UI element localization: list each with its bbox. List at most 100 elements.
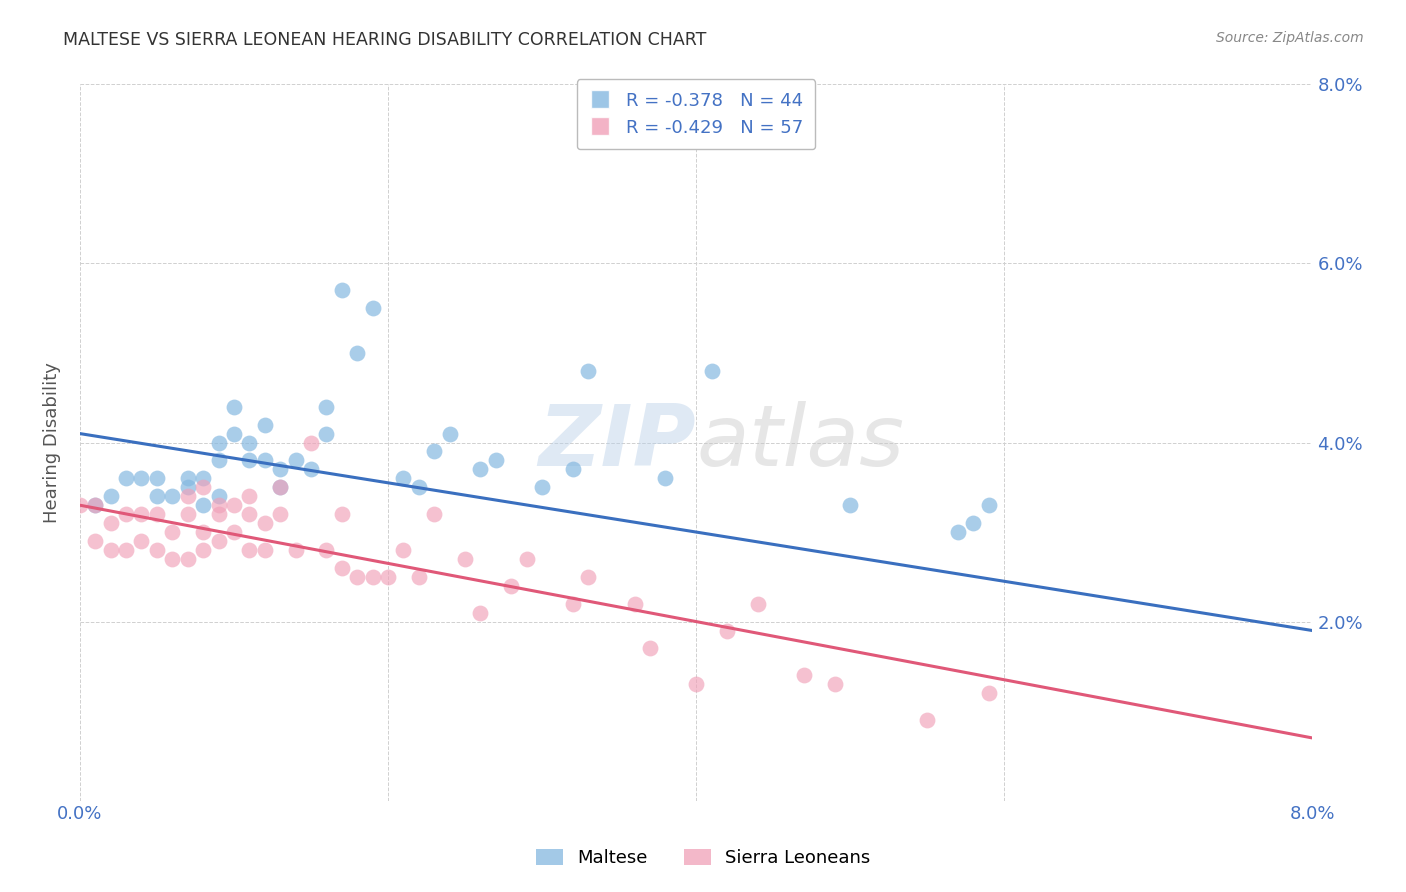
Point <box>392 471 415 485</box>
Point <box>115 471 138 485</box>
Point <box>716 624 738 638</box>
Point <box>654 471 676 485</box>
Point <box>146 471 169 485</box>
Point <box>115 543 138 558</box>
Point <box>423 507 446 521</box>
Point <box>207 507 229 521</box>
Point <box>253 543 276 558</box>
Point <box>315 426 337 441</box>
Point <box>84 498 107 512</box>
Text: atlas: atlas <box>696 401 904 484</box>
Point <box>284 453 307 467</box>
Point <box>207 435 229 450</box>
Point <box>207 534 229 549</box>
Point <box>222 400 245 414</box>
Point <box>100 516 122 530</box>
Point <box>531 480 554 494</box>
Point <box>299 462 322 476</box>
Point <box>269 462 291 476</box>
Point <box>561 462 583 476</box>
Point <box>222 426 245 441</box>
Point <box>191 498 214 512</box>
Point <box>685 677 707 691</box>
Point <box>84 498 107 512</box>
Point <box>131 507 153 521</box>
Point <box>516 552 538 566</box>
Point <box>269 507 291 521</box>
Point <box>207 489 229 503</box>
Point <box>747 597 769 611</box>
Point <box>330 507 353 521</box>
Point <box>315 400 337 414</box>
Point <box>454 552 477 566</box>
Point <box>146 543 169 558</box>
Point <box>269 480 291 494</box>
Point <box>238 435 260 450</box>
Legend: Maltese, Sierra Leoneans: Maltese, Sierra Leoneans <box>529 841 877 874</box>
Point <box>177 480 200 494</box>
Point <box>238 543 260 558</box>
Point <box>162 552 184 566</box>
Point <box>238 489 260 503</box>
Point <box>207 453 229 467</box>
Point <box>377 570 399 584</box>
Point <box>839 498 862 512</box>
Point <box>361 570 384 584</box>
Point <box>177 552 200 566</box>
Point <box>501 579 523 593</box>
Point <box>793 668 815 682</box>
Point <box>576 570 599 584</box>
Point <box>700 364 723 378</box>
Point <box>131 534 153 549</box>
Point <box>470 606 492 620</box>
Point <box>191 524 214 539</box>
Point <box>408 480 430 494</box>
Point <box>561 597 583 611</box>
Point <box>977 498 1000 512</box>
Point <box>346 570 368 584</box>
Point <box>623 597 645 611</box>
Point <box>253 417 276 432</box>
Point <box>162 524 184 539</box>
Point <box>576 364 599 378</box>
Point <box>470 462 492 476</box>
Point <box>392 543 415 558</box>
Point <box>915 713 938 727</box>
Point <box>824 677 846 691</box>
Point <box>146 507 169 521</box>
Legend: R = -0.378   N = 44, R = -0.429   N = 57: R = -0.378 N = 44, R = -0.429 N = 57 <box>576 79 815 150</box>
Point <box>315 543 337 558</box>
Point <box>177 507 200 521</box>
Text: Source: ZipAtlas.com: Source: ZipAtlas.com <box>1216 31 1364 45</box>
Point <box>191 471 214 485</box>
Point <box>177 489 200 503</box>
Point <box>115 507 138 521</box>
Point <box>423 444 446 458</box>
Point <box>253 516 276 530</box>
Text: MALTESE VS SIERRA LEONEAN HEARING DISABILITY CORRELATION CHART: MALTESE VS SIERRA LEONEAN HEARING DISABI… <box>63 31 707 49</box>
Point <box>946 524 969 539</box>
Point <box>146 489 169 503</box>
Point <box>100 543 122 558</box>
Point <box>238 453 260 467</box>
Point <box>222 524 245 539</box>
Point <box>284 543 307 558</box>
Point <box>330 283 353 297</box>
Point <box>69 498 91 512</box>
Point <box>439 426 461 441</box>
Point <box>100 489 122 503</box>
Point <box>638 641 661 656</box>
Point <box>131 471 153 485</box>
Y-axis label: Hearing Disability: Hearing Disability <box>44 362 60 523</box>
Point <box>361 301 384 316</box>
Point <box>346 346 368 360</box>
Point <box>191 543 214 558</box>
Point <box>207 498 229 512</box>
Point <box>253 453 276 467</box>
Point <box>408 570 430 584</box>
Point <box>977 686 1000 700</box>
Text: ZIP: ZIP <box>538 401 696 484</box>
Point <box>299 435 322 450</box>
Point <box>222 498 245 512</box>
Point <box>238 507 260 521</box>
